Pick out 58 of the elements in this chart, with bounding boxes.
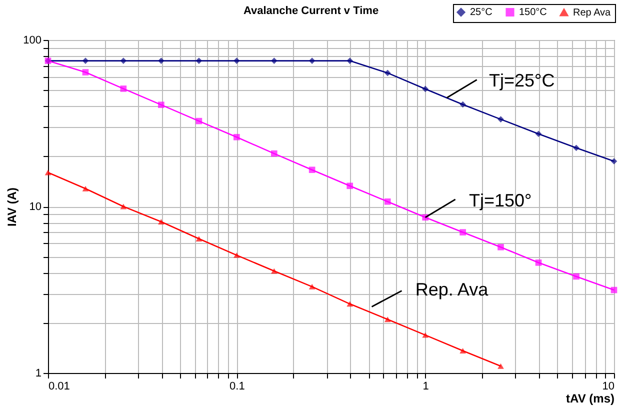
y-tick-label: 10 xyxy=(29,201,42,213)
point xyxy=(498,363,504,369)
legend-label: 150°C xyxy=(519,7,547,18)
annotation: Tj=25°C xyxy=(488,70,555,91)
point xyxy=(270,268,278,274)
annotation: Rep. Ava xyxy=(415,280,490,300)
point xyxy=(120,86,127,92)
annotation: Tj=150° xyxy=(468,190,532,210)
point xyxy=(460,101,466,108)
point xyxy=(196,58,202,64)
point xyxy=(234,134,240,140)
point xyxy=(44,170,52,176)
point xyxy=(346,301,354,307)
x-axis-title: tAV (ms) xyxy=(566,392,614,406)
point xyxy=(308,166,316,174)
point xyxy=(535,259,542,266)
point xyxy=(422,332,428,338)
point xyxy=(158,58,164,64)
point xyxy=(346,182,354,190)
point xyxy=(610,158,618,164)
point xyxy=(460,348,466,354)
point xyxy=(308,58,316,64)
y-tick-label: 100 xyxy=(23,34,42,46)
point xyxy=(158,102,164,108)
point xyxy=(422,86,428,92)
point xyxy=(610,286,618,294)
point xyxy=(460,229,466,236)
point xyxy=(234,58,240,64)
point xyxy=(384,316,391,322)
point xyxy=(158,219,164,224)
point xyxy=(82,186,89,192)
y-axis-title: IAV (A) xyxy=(5,187,20,227)
x-tick-label: 0.1 xyxy=(230,380,245,392)
point xyxy=(346,58,354,64)
point xyxy=(498,244,504,250)
point xyxy=(270,58,278,64)
point xyxy=(308,284,316,290)
point xyxy=(120,58,127,64)
x-tick-label: 0.01 xyxy=(48,380,70,392)
point xyxy=(234,252,240,258)
point xyxy=(535,130,542,138)
y-tick-label: 1 xyxy=(35,368,42,380)
legend-label: Rep Ava xyxy=(573,7,612,18)
point xyxy=(498,116,504,122)
point xyxy=(270,150,278,157)
point xyxy=(384,198,391,205)
point xyxy=(573,144,580,152)
point xyxy=(384,70,391,76)
point xyxy=(82,69,89,76)
point xyxy=(196,236,202,242)
point xyxy=(573,273,580,280)
chart-title: Avalanche Current v Time xyxy=(243,5,379,17)
x-tick-label: 10 xyxy=(602,380,614,392)
legend-label: 25°C xyxy=(470,7,492,18)
point xyxy=(196,118,202,124)
point xyxy=(82,58,89,64)
point xyxy=(120,204,127,210)
x-tick-label: 1 xyxy=(422,380,429,392)
